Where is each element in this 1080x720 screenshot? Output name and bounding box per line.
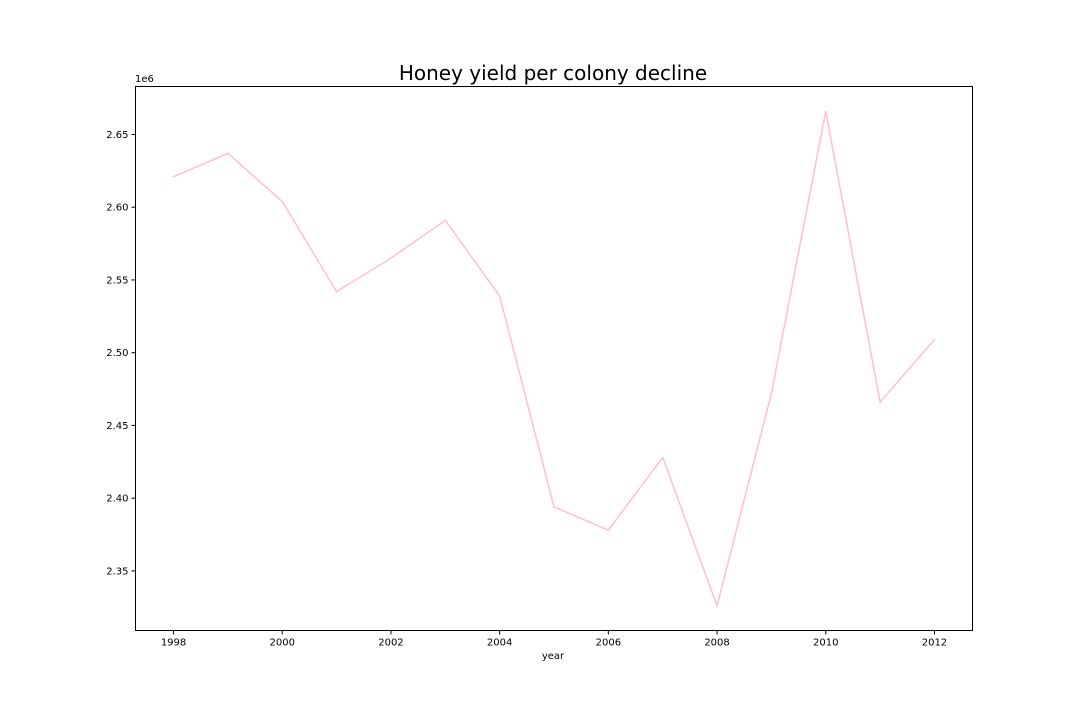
data-point <box>498 295 501 297</box>
y-axis-offset-label: 1e6 <box>135 74 154 85</box>
data-point <box>770 392 773 395</box>
data-point <box>281 200 284 203</box>
chart-title: Honey yield per colony decline <box>399 61 707 85</box>
data-point <box>716 604 718 607</box>
y-tick-label: 2.50 <box>106 348 128 359</box>
data-point <box>226 152 229 155</box>
x-axis-label: year <box>542 651 565 662</box>
y-axis: 2.35 2.40 2.45 2.50 2.55 2.60 2.65 <box>106 130 136 577</box>
data-point <box>879 401 882 404</box>
data-point <box>172 175 175 178</box>
x-tick-label: 2004 <box>487 638 512 649</box>
x-tick-label: 2002 <box>378 638 403 649</box>
y-tick-label: 2.65 <box>106 130 128 141</box>
x-tick-label: 2006 <box>596 638 621 649</box>
y-tick-label: 2.40 <box>106 494 128 505</box>
series-line <box>173 110 936 607</box>
plot-frame <box>135 86 973 631</box>
data-point <box>390 257 392 260</box>
x-axis: 1998 2000 2002 2004 2006 2008 2010 2012 <box>161 630 947 649</box>
y-tick-label: 2.55 <box>106 275 128 286</box>
x-tick-label: 2012 <box>922 638 947 649</box>
data-point <box>824 110 827 113</box>
data-point <box>661 456 664 459</box>
y-tick-label: 2.45 <box>106 421 128 432</box>
data-point <box>933 338 936 341</box>
x-tick-label: 2010 <box>813 638 838 649</box>
data-point <box>607 529 610 532</box>
y-tick-label: 2.60 <box>106 203 128 214</box>
x-tick-label: 1998 <box>161 638 186 649</box>
x-tick-label: 2008 <box>704 638 729 649</box>
series-layer <box>172 110 936 607</box>
data-point <box>335 290 338 293</box>
y-tick-label: 2.35 <box>106 566 128 577</box>
data-point <box>444 219 447 222</box>
data-point <box>553 505 555 508</box>
x-tick-label: 2000 <box>270 638 295 649</box>
